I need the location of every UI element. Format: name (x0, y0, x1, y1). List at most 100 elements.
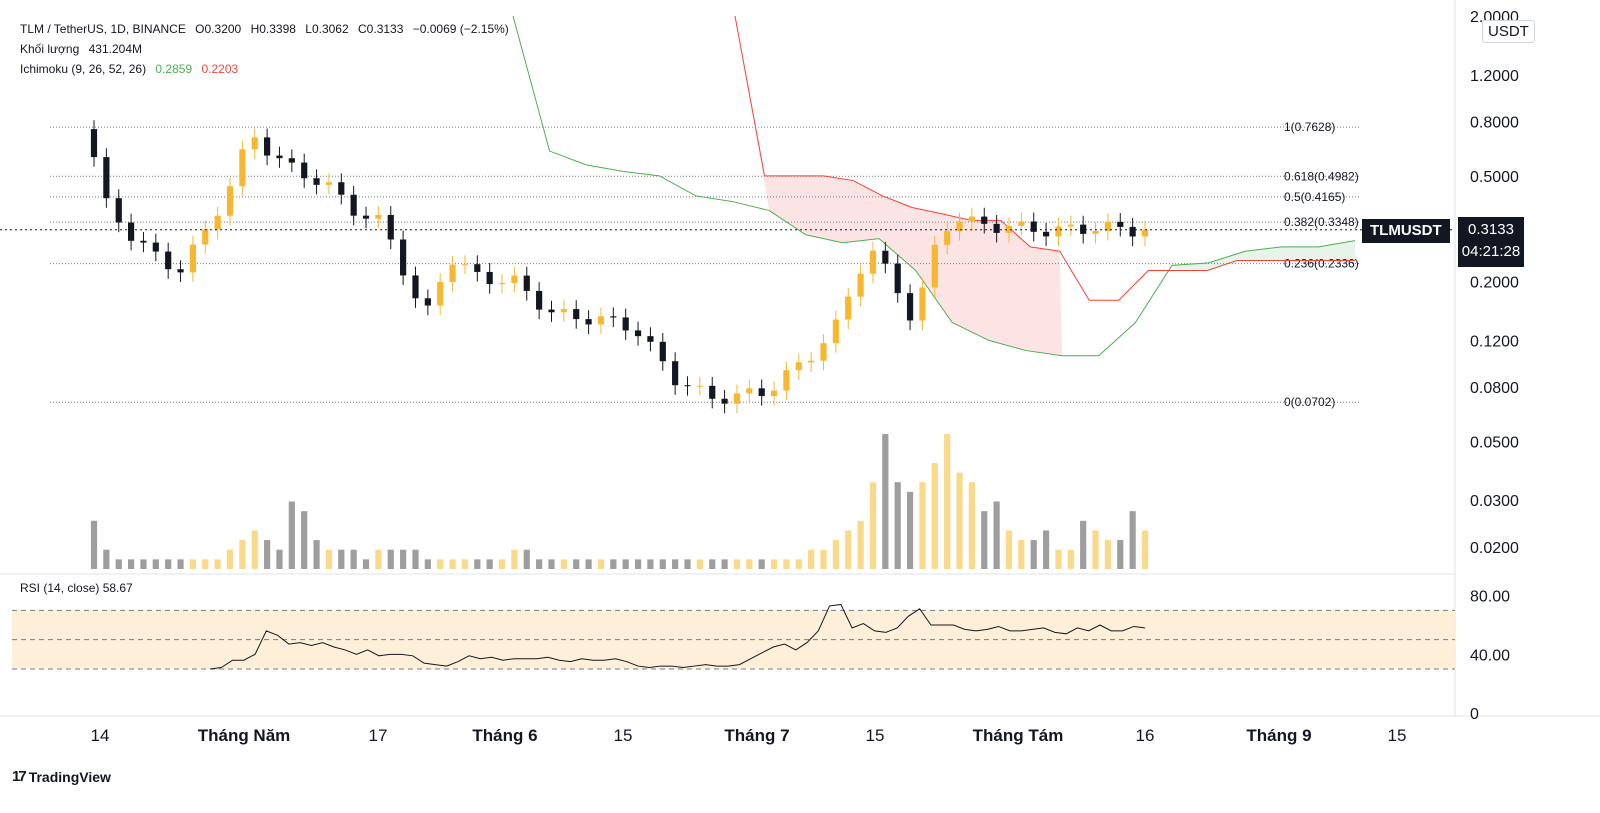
volume-bar (709, 559, 716, 569)
rsi-tick: 40.00 (1470, 647, 1510, 664)
candle-body (548, 309, 555, 313)
candle-body (733, 393, 741, 404)
ichimoku-label[interactable]: Ichimoku (9, 26, 52, 26) (20, 62, 147, 76)
candle-body (944, 231, 951, 245)
volume-bar (449, 559, 456, 569)
volume-bar (560, 559, 567, 569)
time-tick: 16 (1136, 726, 1155, 745)
volume-bar (239, 540, 246, 569)
candle-body (264, 137, 271, 156)
candle-body (857, 273, 864, 297)
volume-bar (387, 549, 394, 569)
volume-bar (1092, 530, 1099, 569)
volume-bar (573, 559, 580, 569)
volume-bar (1055, 549, 1062, 569)
candle-body (1104, 221, 1112, 231)
volume-bar (511, 549, 518, 569)
volume-bar (659, 559, 666, 569)
candle-body (585, 319, 592, 325)
fib-label: 1(0.7628) (1284, 120, 1335, 134)
volume-bar (931, 462, 938, 569)
volume-bar (325, 549, 333, 569)
candle-body (424, 298, 431, 306)
volume-legend: Khối lượng 431.204M (20, 42, 148, 56)
volume-bar (189, 559, 197, 569)
volume-bar (808, 549, 815, 569)
ichimoku-span-a-line (512, 15, 1356, 357)
volume-label[interactable]: Khối lượng (20, 42, 80, 56)
ichimoku-cloud (735, 16, 1355, 356)
currency-button[interactable]: USDT (1482, 20, 1535, 43)
volume-bar (103, 549, 110, 569)
candle-body (115, 198, 122, 223)
volume-bar (313, 540, 320, 569)
volume-bar (1018, 540, 1025, 569)
candle-body (486, 271, 493, 285)
volume-bar (548, 559, 555, 569)
candle-body (968, 216, 975, 222)
volume-bar (127, 559, 135, 569)
candle-body (820, 343, 827, 361)
candle-body (758, 388, 765, 397)
candle-body (214, 215, 221, 230)
candle-body (1005, 225, 1013, 233)
candle-body (338, 182, 345, 195)
tradingview-logo[interactable]: 17 TradingView (12, 768, 111, 785)
volume-bar (288, 501, 295, 569)
volume-bar (226, 549, 234, 569)
volume-bar (746, 559, 753, 569)
volume-bars (90, 434, 1149, 569)
candle-body (375, 214, 382, 219)
cloud-bearish (735, 16, 1063, 356)
candle-body (746, 388, 753, 394)
volume-bar (758, 559, 765, 569)
candle-body (301, 162, 308, 179)
candle-body (783, 370, 790, 391)
candle-body (276, 155, 283, 159)
volume-bar (264, 540, 271, 569)
volume-bar (90, 520, 98, 569)
candle-body (1129, 226, 1136, 237)
low-value: L0.3062 (305, 22, 349, 36)
price-tick: 0.0500 (1470, 434, 1519, 451)
volume-bar (770, 559, 778, 569)
volume-bar (1129, 511, 1136, 569)
candle-body (461, 264, 469, 266)
volume-bar (202, 559, 209, 569)
symbol-title[interactable]: TLM / TetherUS, 1D, BINANCE (20, 22, 186, 36)
volume-bar (474, 559, 481, 569)
volume-bar (857, 520, 864, 569)
volume-bar (597, 559, 605, 569)
candle-body (672, 361, 679, 386)
candle-body (684, 385, 691, 387)
ichimoku-b-value: 0.2203 (201, 62, 239, 76)
volume-bar (634, 559, 642, 569)
change-value: −0.0069 (−2.15%) (412, 22, 509, 36)
candle-body (288, 158, 295, 163)
ichimoku-lines (512, 15, 1356, 357)
volume-bar (152, 559, 159, 569)
volume-bar (733, 559, 741, 569)
candle-body (573, 309, 580, 320)
candle-body (165, 251, 172, 270)
volume-bar (1104, 540, 1112, 569)
volume-bar (622, 559, 629, 569)
volume-bar (882, 434, 889, 569)
candle-body (1080, 224, 1087, 234)
volume-bar (486, 559, 493, 569)
candlesticks (90, 120, 1149, 414)
candle-body (993, 223, 1000, 233)
time-tick: 15 (866, 726, 885, 745)
volume-bar (214, 559, 221, 569)
volume-bar (165, 559, 172, 569)
volume-bar (672, 559, 679, 569)
volume-bar (820, 549, 827, 569)
price-axis: 2.00001.20000.80000.50000.30000.20000.12… (1470, 9, 1519, 557)
candle-body (721, 398, 728, 404)
volume-bar (721, 559, 728, 569)
volume-bar (845, 530, 852, 569)
candle-body (239, 149, 246, 187)
fib-label: 0.618(0.4982) (1284, 169, 1359, 183)
rsi-legend[interactable]: RSI (14, close) 58.67 (20, 581, 133, 595)
